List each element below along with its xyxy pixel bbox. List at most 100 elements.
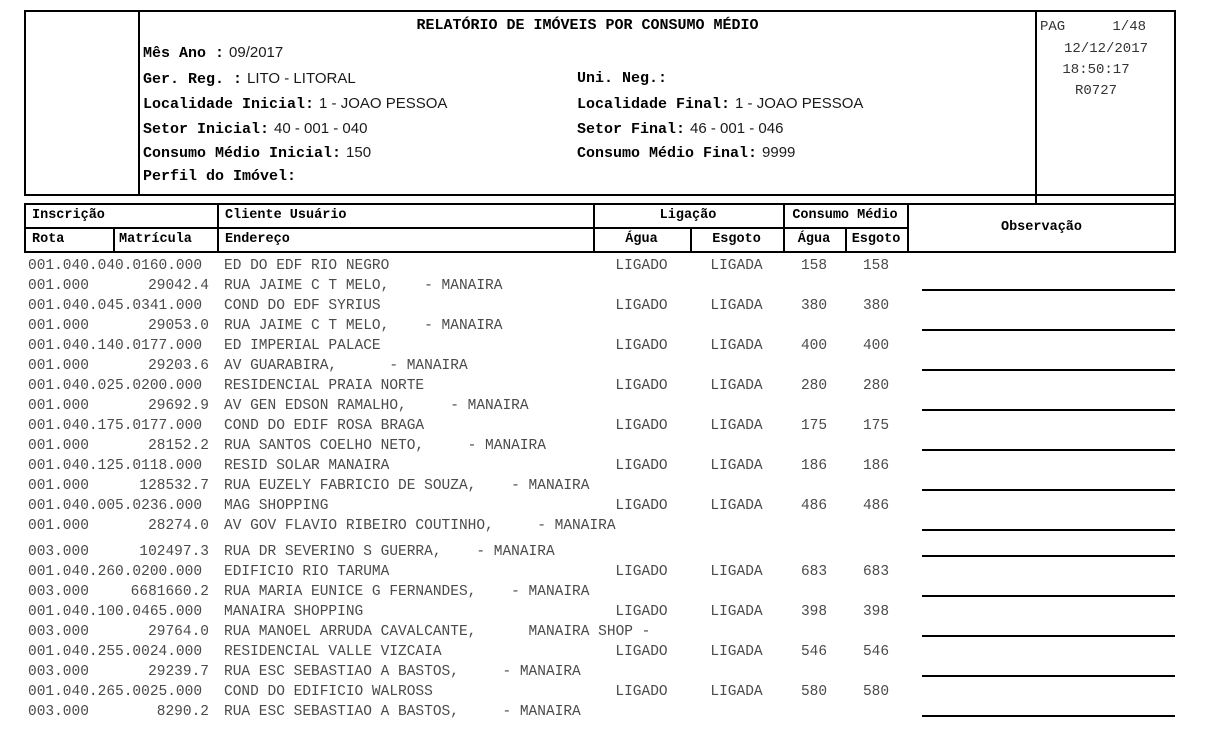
field-mes-ano: Mês Ano : 09/2017 xyxy=(143,44,283,62)
row-rota: 001.000 xyxy=(28,398,89,414)
row-consumo-esgoto: 380 xyxy=(862,298,890,314)
row-endereco: RUA MARIA EUNICE G FERNANDES, - MANAIRA xyxy=(224,584,590,600)
field-label: Consumo Médio Final: xyxy=(577,145,758,162)
row-consumo-agua: 546 xyxy=(800,644,828,660)
field-setor-inicial: Setor Inicial: 40 - 001 - 040 xyxy=(143,120,367,138)
row-consumo-esgoto: 158 xyxy=(862,258,890,274)
row-cliente: ED DO EDF RIO NEGRO xyxy=(224,258,390,274)
row-consumo-esgoto: 400 xyxy=(862,338,890,354)
row-consumo-agua: 398 xyxy=(800,604,828,620)
row-matricula: 28152.2 xyxy=(148,438,209,454)
row-consumo-agua: 158 xyxy=(800,258,828,274)
row-consumo-esgoto: 546 xyxy=(862,644,890,660)
row-cliente: ED IMPERIAL PALACE xyxy=(224,338,381,354)
row-inscricao: 001.040.100.0465.000 xyxy=(28,604,203,620)
row-consumo-esgoto: 683 xyxy=(862,564,890,580)
field-value: 46 - 001 - 046 xyxy=(690,120,784,137)
row-ligacao-esgoto: LIGADA xyxy=(710,644,763,660)
row-consumo-agua: 683 xyxy=(800,564,828,580)
column-divider xyxy=(690,227,692,253)
field-uni-neg: Uni. Neg.: xyxy=(577,70,672,87)
observation-line xyxy=(922,595,1175,597)
row-consumo-esgoto: 398 xyxy=(862,604,890,620)
field-perfil-imovel: Perfil do Imóvel: xyxy=(143,168,301,185)
row-endereco: RUA DR SEVERINO S GUERRA, - MANAIRA xyxy=(224,544,555,560)
row-endereco: AV GOV FLAVIO RIBEIRO COUTINHO, - MANAIR… xyxy=(224,518,616,534)
row-ligacao-esgoto: LIGADA xyxy=(710,378,763,394)
row-endereco: RUA SANTOS COELHO NETO, - MANAIRA xyxy=(224,438,546,454)
column-header-rota: Rota xyxy=(32,232,65,247)
observation-line xyxy=(922,529,1175,531)
row-matricula: 29239.7 xyxy=(148,664,209,680)
row-inscricao: 001.040.125.0118.000 xyxy=(28,458,203,474)
row-ligacao-esgoto: LIGADA xyxy=(710,338,763,354)
observation-line xyxy=(922,635,1175,637)
field-value: 09/2017 xyxy=(229,44,284,61)
field-label: Localidade Final: xyxy=(577,96,731,113)
field-value: 1 - JOAO PESSOA xyxy=(319,95,448,112)
observation-line xyxy=(922,715,1175,717)
row-rota: 001.000 xyxy=(28,478,89,494)
row-ligacao-esgoto: LIGADA xyxy=(710,498,763,514)
row-rota: 001.000 xyxy=(28,518,89,534)
row-inscricao: 001.040.175.0177.000 xyxy=(28,418,203,434)
field-label: Ger. Reg. : xyxy=(143,71,243,88)
row-inscricao: 001.040.265.0025.000 xyxy=(28,684,203,700)
row-ligacao-agua: LIGADO xyxy=(615,564,668,580)
row-ligacao-agua: LIGADO xyxy=(615,498,668,514)
column-header-ligacao: Ligação xyxy=(659,208,717,223)
row-inscricao: 001.040.005.0236.000 xyxy=(28,498,203,514)
field-setor-final: Setor Final: 46 - 001 - 046 xyxy=(577,120,783,138)
field-value: 40 - 001 - 040 xyxy=(274,120,368,137)
row-cliente: RESIDENCIAL VALLE VIZCAIA xyxy=(224,644,442,660)
row-rota: 003.000 xyxy=(28,624,89,640)
field-value: 1 - JOAO PESSOA xyxy=(735,95,864,112)
page-info-box xyxy=(1035,10,1176,203)
column-header-consumo-agua: Água xyxy=(797,232,831,247)
row-endereco: AV GUARABIRA, - MANAIRA xyxy=(224,358,468,374)
row-matricula: 29203.6 xyxy=(148,358,209,374)
row-consumo-esgoto: 175 xyxy=(862,418,890,434)
observation-line xyxy=(922,675,1175,677)
row-ligacao-esgoto: LIGADA xyxy=(710,418,763,434)
field-localidade-inicial: Localidade Inicial: 1 - JOAO PESSOA xyxy=(143,95,447,113)
row-ligacao-esgoto: LIGADA xyxy=(710,298,763,314)
row-cliente: EDIFICIO RIO TARUMA xyxy=(224,564,390,580)
column-header-cliente-usuario: Cliente Usuário xyxy=(225,208,347,223)
row-matricula: 28274.0 xyxy=(148,518,209,534)
field-consumo-medio-inicial: Consumo Médio Inicial: 150 xyxy=(143,144,371,162)
row-ligacao-agua: LIGADO xyxy=(615,644,668,660)
column-header-inscricao: Inscrição xyxy=(32,208,105,223)
row-cliente: RESIDENCIAL PRAIA NORTE xyxy=(224,378,425,394)
row-inscricao: 001.040.260.0200.000 xyxy=(28,564,203,580)
row-inscricao: 001.040.040.0160.000 xyxy=(28,258,203,274)
field-label: Consumo Médio Inicial: xyxy=(143,145,342,162)
row-consumo-agua: 580 xyxy=(800,684,828,700)
row-ligacao-esgoto: LIGADA xyxy=(710,564,763,580)
row-ligacao-agua: LIGADO xyxy=(615,258,668,274)
observation-line xyxy=(922,555,1175,557)
row-matricula: 29053.0 xyxy=(148,318,209,334)
page-title: RELATÓRIO DE IMÓVEIS POR CONSUMO MÉDIO xyxy=(416,17,759,34)
row-consumo-esgoto: 280 xyxy=(862,378,890,394)
row-rota: 001.000 xyxy=(28,438,89,454)
row-endereco: AV GEN EDSON RAMALHO, - MANAIRA xyxy=(224,398,529,414)
field-value: 150 xyxy=(346,144,372,161)
row-cliente: MAG SHOPPING xyxy=(224,498,329,514)
report-code: R0727 xyxy=(1074,83,1117,99)
field-ger-reg: Ger. Reg. : LITO - LITORAL xyxy=(143,70,356,88)
row-ligacao-esgoto: LIGADA xyxy=(710,258,763,274)
row-rota: 003.000 xyxy=(28,704,89,720)
column-header-ligacao-agua: Água xyxy=(625,232,658,247)
field-label: Localidade Inicial: xyxy=(143,96,315,113)
row-matricula: 29764.0 xyxy=(148,624,209,640)
row-endereco: RUA JAIME C T MELO, - MANAIRA xyxy=(224,278,503,294)
row-matricula: 102497.3 xyxy=(139,544,209,560)
column-header-ligacao-esgoto: Esgoto xyxy=(712,232,761,247)
report-date: 12/12/2017 xyxy=(1063,41,1148,57)
field-label: Setor Final: xyxy=(577,121,686,138)
row-ligacao-agua: LIGADO xyxy=(615,458,668,474)
row-rota: 001.000 xyxy=(28,318,89,334)
pag-label: PAG xyxy=(1040,19,1066,35)
row-matricula: 29042.4 xyxy=(148,278,209,294)
